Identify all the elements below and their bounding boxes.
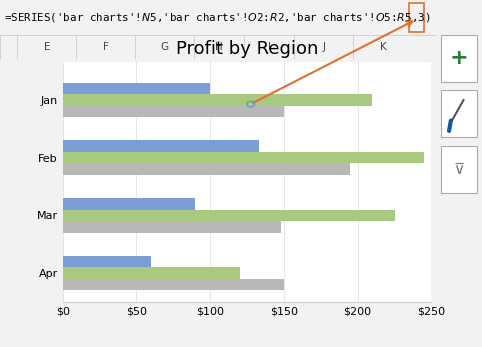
- Bar: [63, 83, 210, 94]
- Bar: [63, 152, 424, 163]
- Text: E: E: [44, 42, 50, 52]
- Text: J: J: [322, 42, 325, 52]
- Bar: [63, 140, 259, 152]
- FancyBboxPatch shape: [441, 90, 477, 137]
- Bar: [63, 198, 195, 210]
- Bar: [63, 106, 284, 117]
- Title: Profit by Region: Profit by Region: [176, 40, 318, 58]
- Text: F: F: [103, 42, 109, 52]
- Text: I: I: [268, 42, 271, 52]
- FancyBboxPatch shape: [441, 146, 477, 193]
- Text: H: H: [215, 42, 223, 52]
- Bar: [63, 279, 284, 290]
- Bar: [63, 256, 151, 267]
- Text: G: G: [161, 42, 169, 52]
- Text: +: +: [450, 48, 469, 68]
- Text: K: K: [380, 42, 387, 52]
- Bar: [63, 267, 240, 279]
- FancyBboxPatch shape: [441, 35, 477, 82]
- Text: =SERIES('bar charts'!$N$5,'bar charts'!$O$2:$R$2,'bar charts'!$O$5:$R$5,3): =SERIES('bar charts'!$N$5,'bar charts'!$…: [4, 11, 431, 24]
- Bar: [63, 210, 394, 221]
- Bar: [63, 163, 350, 175]
- Bar: [63, 221, 281, 232]
- Text: ⊽: ⊽: [454, 162, 465, 177]
- Bar: [63, 94, 373, 106]
